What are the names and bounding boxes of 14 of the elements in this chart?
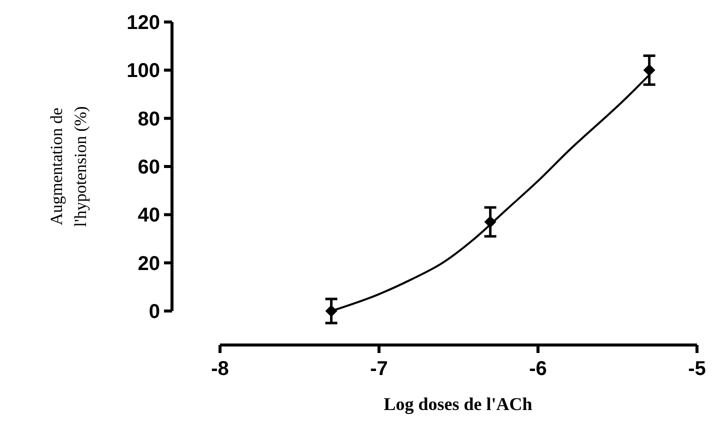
x-tick-label: -8 <box>211 358 229 380</box>
y-tick-label: 20 <box>138 252 160 275</box>
y-axis-title: Augmentation de l'hypotension (%) <box>47 106 90 227</box>
x-tick-label: -5 <box>688 358 706 380</box>
x-tick-label: -7 <box>370 358 388 380</box>
y-tick-label: 60 <box>138 156 160 178</box>
point <box>643 64 656 76</box>
x-axis-title: Log doses de l'ACh <box>384 394 532 414</box>
x-tick-label: -6 <box>529 358 547 380</box>
y-tick-label: 0 <box>148 301 160 323</box>
y-tick-label: 120 <box>126 12 160 34</box>
y-tick-label: 80 <box>138 108 160 130</box>
y-tick-label: 40 <box>138 204 160 227</box>
y-tick-label: 100 <box>126 60 160 82</box>
